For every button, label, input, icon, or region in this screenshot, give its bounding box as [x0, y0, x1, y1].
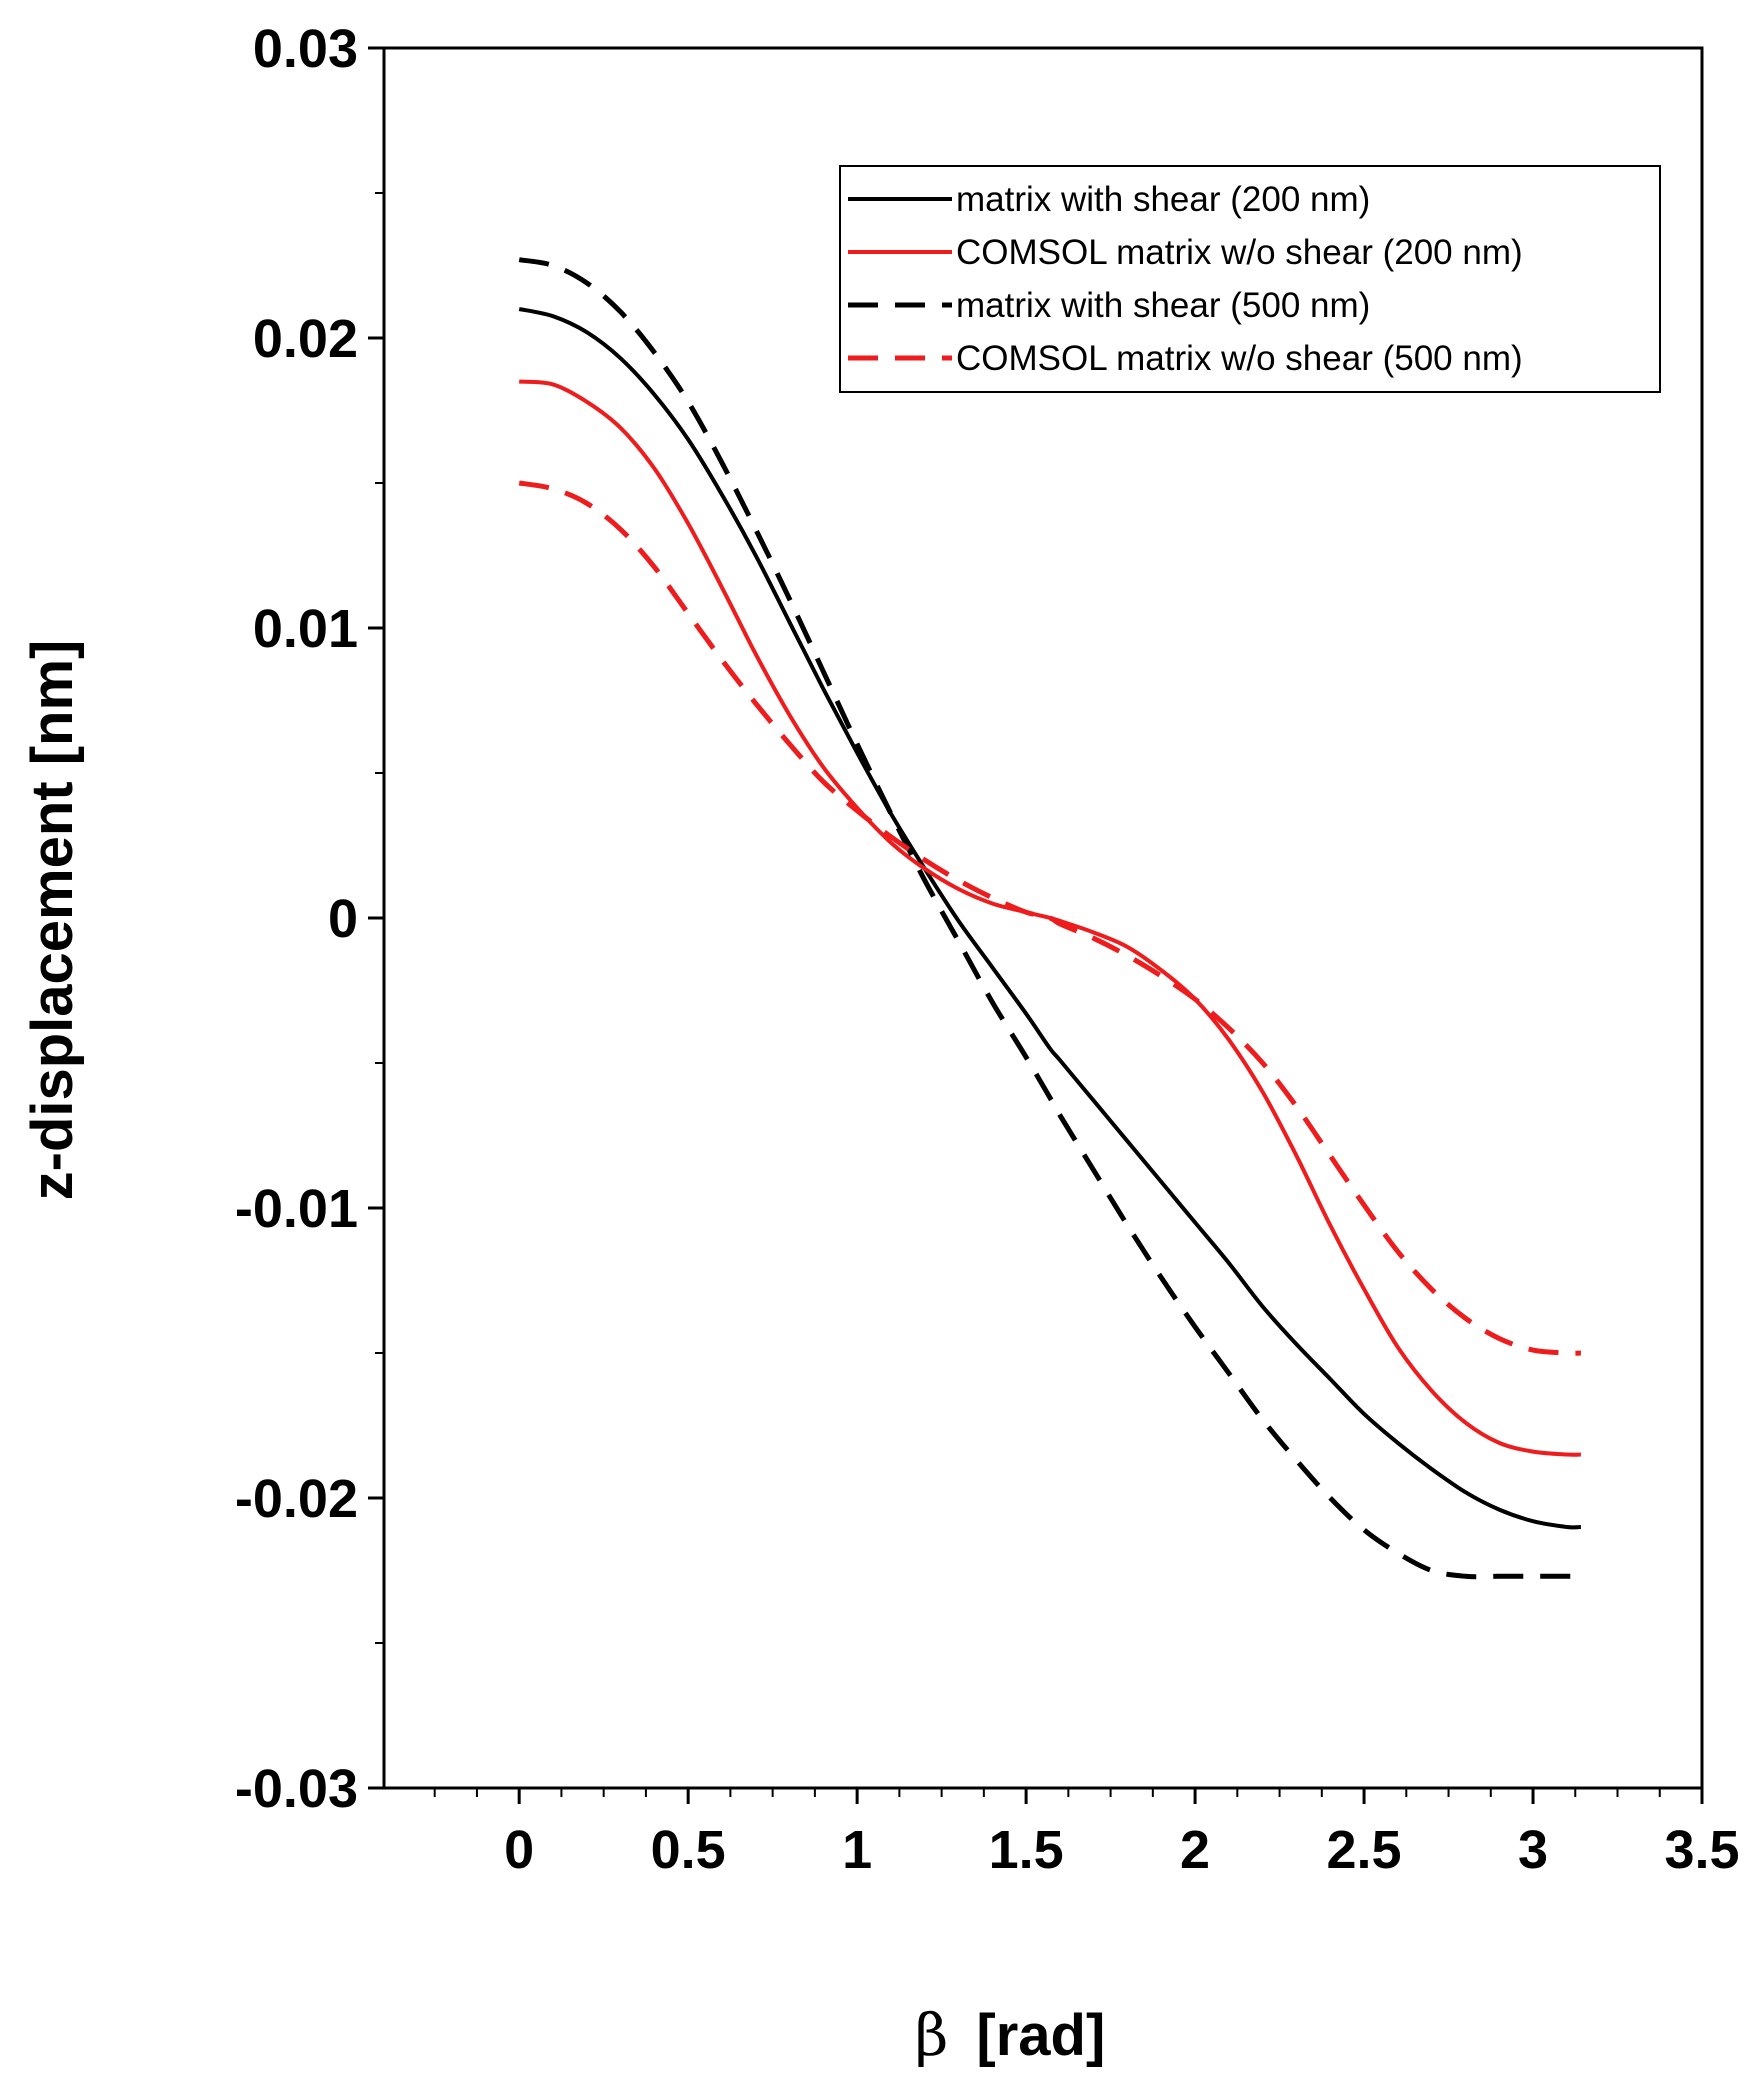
- series-line-3: [518, 257, 1581, 1580]
- legend-box: [839, 165, 1661, 393]
- legend-label-3: matrix with shear (500 nm): [956, 286, 1370, 325]
- y-axis-label: z-displacement [nm]: [20, 640, 85, 1201]
- plot-frame: [382, 46, 1704, 1790]
- legend: matrix with shear (200 nm) COMSOL matrix …: [839, 165, 1661, 393]
- y-tick-label: 0: [328, 889, 358, 949]
- x-tick-label: 1.5: [989, 1820, 1064, 1880]
- y-tick-label: -0.02: [235, 1469, 358, 1529]
- x-tick-label: 1: [842, 1820, 872, 1880]
- x-axis-label: β [rad]: [915, 2001, 1106, 2069]
- y-tick-label: -0.03: [235, 1759, 358, 1819]
- x-tick-label: 3.5: [1664, 1820, 1739, 1880]
- x-axis-unit: [rad]: [976, 2003, 1105, 2068]
- x-tick-label: 2: [1180, 1820, 1210, 1880]
- plot-series: [518, 257, 1581, 1580]
- legend-label-4: COMSOL matrix w/o shear (500 nm): [956, 339, 1523, 378]
- x-tick-label: 0.5: [651, 1820, 726, 1880]
- legend-label-2: COMSOL matrix w/o shear (200 nm): [956, 233, 1523, 272]
- x-tick-label: 3: [1518, 1820, 1548, 1880]
- x-tick-label: 0: [504, 1820, 534, 1880]
- axis-tick-labels: 0 0.5 1 1.5 2 2.5 3 3.5 0.03 0.02 0.01 0 -0.01 -0.02 -…: [235, 19, 1740, 1880]
- y-tick-label: 0.02: [253, 309, 358, 369]
- series-line-4: [518, 480, 1581, 1356]
- series-line-1: [518, 307, 1581, 1530]
- y-tick-label: 0.03: [253, 19, 358, 79]
- y-tick-label: -0.01: [235, 1179, 358, 1239]
- x-tick-label: 2.5: [1327, 1820, 1402, 1880]
- x-axis-beta-symbol: β: [915, 2001, 949, 2069]
- legend-label-1: matrix with shear (200 nm): [956, 180, 1370, 219]
- y-tick-label: 0.01: [253, 599, 358, 659]
